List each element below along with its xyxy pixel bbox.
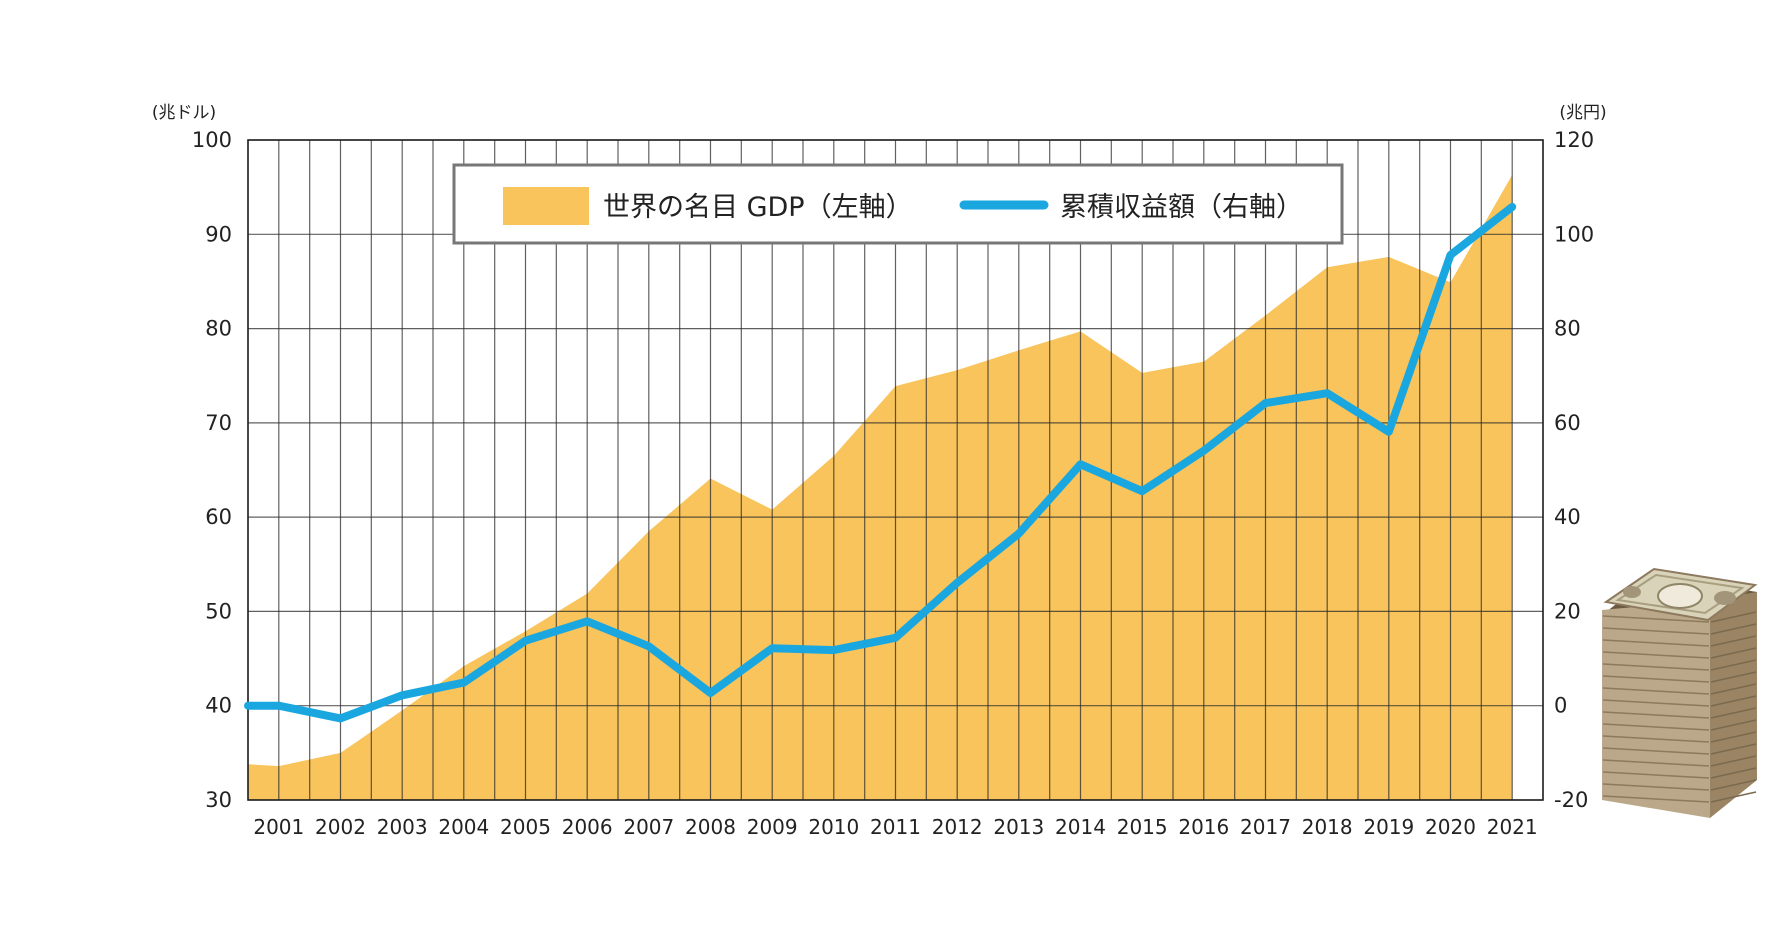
legend: 世界の名目 GDP（左軸） 累積収益額（右軸） xyxy=(452,163,1344,245)
x-axis-tick-label: 2010 xyxy=(808,815,859,839)
stack-note-edge xyxy=(1710,647,1757,659)
left-axis-tick-label: 50 xyxy=(205,599,232,623)
right-axis-tick-label: 80 xyxy=(1554,317,1581,341)
banknote-stack-icon xyxy=(1602,567,1758,818)
x-axis-tick-label: 2002 xyxy=(315,815,366,839)
x-axis-tick-label: 2016 xyxy=(1178,815,1229,839)
stack-note-edge xyxy=(1710,683,1757,695)
stack-note-edge xyxy=(1602,699,1710,707)
x-axis-tick-label: 2014 xyxy=(1055,815,1106,839)
stack-note-edge xyxy=(1710,671,1757,683)
x-axis-tick-label: 2005 xyxy=(500,815,551,839)
right-axis-unit-label: (兆円) xyxy=(1559,103,1606,123)
x-axis-tick-label: 2019 xyxy=(1363,815,1414,839)
right-axis-tick-label: 0 xyxy=(1554,694,1567,718)
stack-note-edge xyxy=(1710,707,1757,719)
x-axis-tick-label: 2007 xyxy=(623,815,674,839)
right-axis-tick-label: 20 xyxy=(1554,599,1581,623)
legend-profit-label: 累積収益額（右軸） xyxy=(1060,192,1303,223)
x-axis-tick-label: 2017 xyxy=(1240,815,1291,839)
gdp-area xyxy=(248,174,1513,800)
left-axis-tick-label: 100 xyxy=(192,128,232,152)
stack-note-edge xyxy=(1710,659,1757,671)
x-axis-tick-label: 2018 xyxy=(1302,815,1353,839)
right-axis-tick-label: 100 xyxy=(1554,222,1594,246)
left-axis-tick-label: 90 xyxy=(205,222,232,246)
stack-note-edge xyxy=(1710,767,1757,779)
grid-layer xyxy=(247,139,1544,801)
stack-note-edge xyxy=(1602,759,1710,767)
stack-note-edge xyxy=(1602,747,1710,755)
banknote-watermark xyxy=(1657,583,1703,609)
stack-note-edge xyxy=(1602,627,1710,635)
x-axis-tick-label: 2021 xyxy=(1487,815,1538,839)
stack-note-edge xyxy=(1602,639,1710,647)
stack-note-edge xyxy=(1710,731,1757,743)
stack-note-edge xyxy=(1710,719,1757,731)
stack-note-edge xyxy=(1602,723,1710,731)
x-axis-tick-label: 2004 xyxy=(438,815,489,839)
stack-note-edge xyxy=(1602,675,1710,683)
right-axis-tick-label: 60 xyxy=(1554,411,1581,435)
x-axis-tick-label: 2001 xyxy=(253,815,304,839)
x-axis-tick-label: 2009 xyxy=(747,815,798,839)
right-axis-tick-label: 120 xyxy=(1554,128,1594,152)
x-axis-tick-label: 2020 xyxy=(1425,815,1476,839)
stack-note-edge xyxy=(1602,711,1710,719)
stack-side xyxy=(1710,592,1757,818)
banknote-portrait xyxy=(1714,591,1736,605)
stack-note-edge xyxy=(1710,791,1757,803)
stack-note-edge xyxy=(1602,783,1710,791)
legend-gdp-label: 世界の名目 GDP（左軸） xyxy=(603,192,913,223)
stack-note-edge xyxy=(1710,695,1757,707)
right-axis-tick-label: 40 xyxy=(1554,505,1581,529)
stack-note-edge xyxy=(1602,771,1710,779)
right-axis-tick-label: -20 xyxy=(1554,788,1588,812)
stack-note-edge xyxy=(1710,755,1757,767)
plot-frame xyxy=(247,139,1544,801)
stack-note-edge xyxy=(1602,735,1710,743)
stack-note-edge xyxy=(1710,743,1757,755)
x-axis-tick-label: 2006 xyxy=(562,815,613,839)
stack-note-edge xyxy=(1602,651,1710,659)
x-axis-tick-label: 2011 xyxy=(870,815,921,839)
stack-note-edge xyxy=(1602,663,1710,671)
x-axis-tick-label: 2015 xyxy=(1117,815,1168,839)
axis-layer: 30 40 50 60 70 80 90 100 -20 0 20 40 60 80 100 120 2001 2… xyxy=(192,128,1594,839)
stack-note-edge xyxy=(1602,687,1710,695)
left-axis-tick-label: 70 xyxy=(205,411,232,435)
stack-front xyxy=(1602,600,1710,818)
left-axis-tick-label: 30 xyxy=(205,788,232,812)
stack-note-edge xyxy=(1710,779,1757,791)
legend-gdp-swatch xyxy=(503,187,589,225)
left-axis-unit-label: (兆ドル) xyxy=(152,103,216,123)
left-axis-tick-label: 60 xyxy=(205,505,232,529)
profit-line xyxy=(244,202,1517,723)
banknote-emblem xyxy=(1623,586,1641,598)
x-axis-tick-label: 2012 xyxy=(932,815,983,839)
legend-box xyxy=(452,163,1344,245)
stack-note-edge xyxy=(1710,635,1757,647)
stack-note-edge xyxy=(1602,795,1710,803)
left-axis-tick-label: 40 xyxy=(205,694,232,718)
stack-note-edge xyxy=(1710,623,1757,635)
left-axis-tick-label: 80 xyxy=(205,317,232,341)
gdp-area-layer xyxy=(248,174,1513,800)
profit-line-layer xyxy=(244,202,1517,723)
x-axis-tick-label: 2003 xyxy=(377,815,428,839)
stack-note-edge xyxy=(1602,615,1710,623)
x-axis-tick-label: 2013 xyxy=(993,815,1044,839)
stack-note-edge xyxy=(1710,611,1757,623)
x-axis-tick-label: 2008 xyxy=(685,815,736,839)
